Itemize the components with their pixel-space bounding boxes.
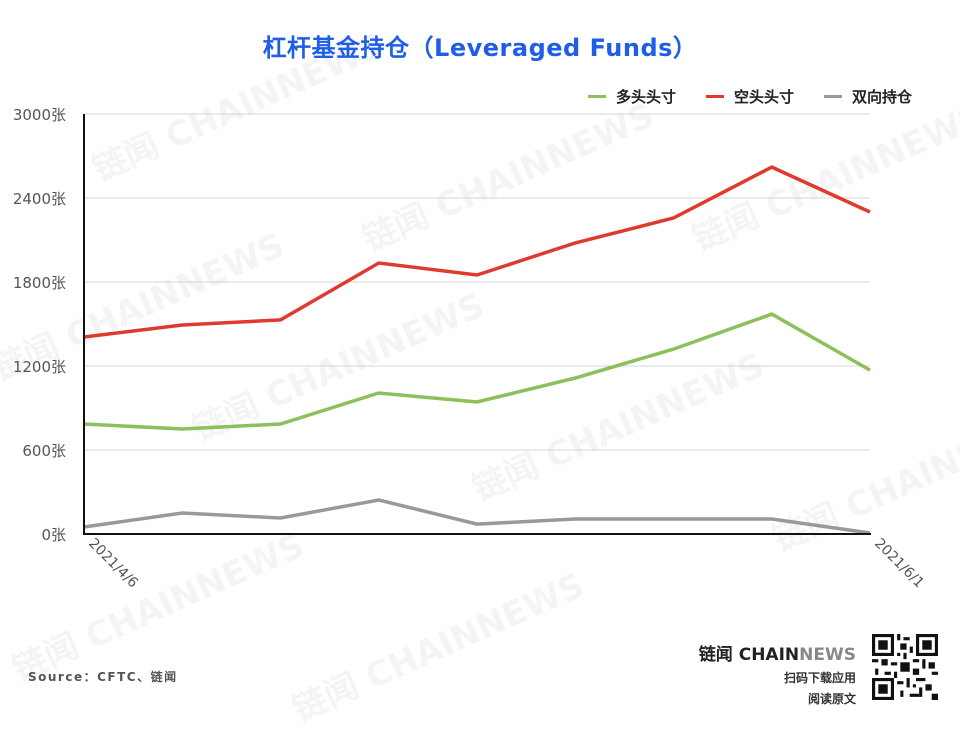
chart-title: 杠杆基金持仓（Leveraged Funds）	[262, 34, 698, 62]
brand-logo: 链闻 CHAINNEWS	[699, 640, 856, 665]
legend-label: 空头头寸	[733, 88, 794, 106]
x-tick-label: 2021/6/1	[871, 536, 927, 592]
legend-swatch-long	[587, 95, 606, 98]
brand-block: 链闻 CHAINNEWS 扫码下载应用 阅读原文	[699, 640, 856, 707]
y-tick-label: 1800张	[13, 274, 66, 292]
source-note: Source：CFTC、链闻	[28, 670, 178, 684]
y-axis-ticks: 0张 600张 1200张 1800张 2400张 3000张	[13, 106, 66, 544]
series-line-0	[83, 312, 871, 431]
legend-label: 双向持仓	[851, 88, 912, 106]
y-tick-label: 600张	[22, 442, 66, 460]
x-axis-ticks: 2021/4/6 2021/6/1	[85, 536, 927, 592]
qr-code-icon[interactable]	[872, 634, 938, 700]
legend-swatch-spread	[823, 95, 842, 98]
legend-item-short: 空头头寸	[705, 86, 794, 107]
brand-name-a: 链闻 CHAIN	[698, 645, 800, 665]
brand-line-1: 扫码下载应用	[783, 671, 856, 685]
legend-label: 多头头寸	[615, 88, 676, 106]
legend: 多头头寸 空头头寸 双向持仓	[587, 86, 912, 107]
series-lines	[83, 165, 871, 535]
legend-item-spread: 双向持仓	[823, 86, 912, 107]
series-line-1	[83, 165, 871, 339]
brand-name-b: NEWS	[799, 645, 856, 665]
y-tick-label: 1200张	[13, 358, 66, 376]
legend-swatch-short	[705, 95, 724, 98]
y-tick-label: 2400张	[13, 190, 66, 208]
brand-line-2: 阅读原文	[807, 692, 856, 706]
x-tick-label: 2021/4/6	[85, 536, 141, 592]
y-tick-label: 0张	[41, 526, 66, 544]
series-line-2	[83, 498, 871, 535]
y-tick-label: 3000张	[13, 106, 66, 124]
legend-item-long: 多头头寸	[587, 86, 676, 107]
gridlines	[84, 113, 870, 451]
